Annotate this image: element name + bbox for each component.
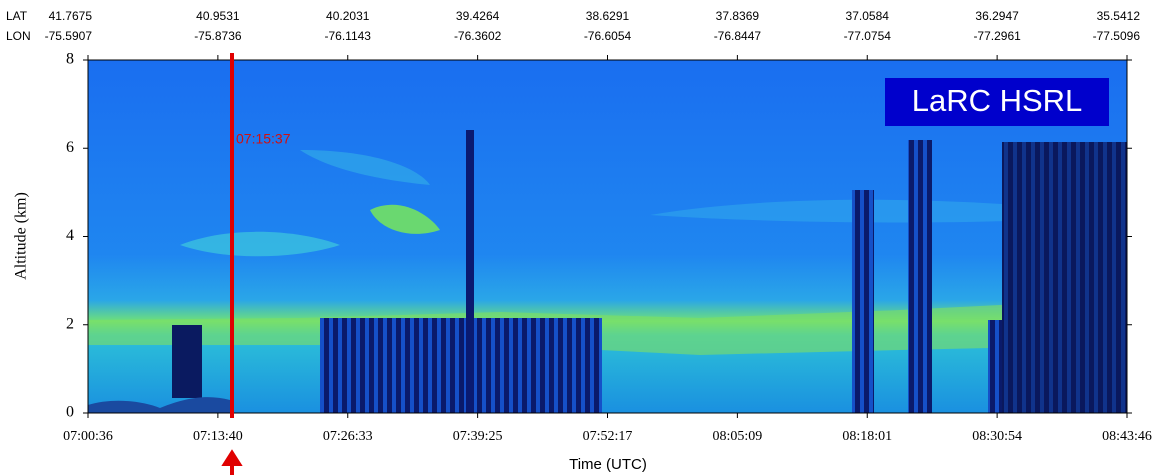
lon-tick-label: -75.8736 <box>194 29 242 43</box>
lon-tick-label: -76.3602 <box>454 29 502 43</box>
lon-tick-label: -77.5096 <box>1093 29 1141 43</box>
lon-tick-label: -77.0754 <box>844 29 892 43</box>
y-tick-label: 8 <box>66 51 74 68</box>
lat-tick-label: 37.8369 <box>716 9 760 23</box>
lat-tick-label: 37.0584 <box>846 9 890 23</box>
lon-label: LON <box>6 29 31 43</box>
y-axis-label: Altitude (km) <box>13 192 30 280</box>
lon-tick-label: -76.6054 <box>584 29 632 43</box>
lat-tick-label: 38.6291 <box>586 9 630 23</box>
marker-label: 07:15:37 <box>236 131 291 147</box>
lat-tick-label: 39.4264 <box>456 9 500 23</box>
y-tick-label: 0 <box>66 404 74 421</box>
marker-arrow <box>221 449 243 475</box>
x-tick-label: 08:05:09 <box>712 429 762 444</box>
x-tick-label: 07:26:33 <box>323 429 373 444</box>
lat-label: LAT <box>6 9 28 23</box>
y-tick-label: 6 <box>66 139 74 156</box>
x-tick-label: 08:43:46 <box>1102 429 1152 444</box>
lon-tick-label: -75.5907 <box>45 29 93 43</box>
lon-tick-label: -77.2961 <box>973 29 1021 43</box>
lat-tick-label: 36.2947 <box>975 9 1019 23</box>
x-tick-label: 07:39:25 <box>453 429 503 444</box>
lat-tick-label: 41.7675 <box>49 9 93 23</box>
x-tick-label: 07:52:17 <box>583 429 633 444</box>
x-tick-label: 07:00:36 <box>63 429 113 444</box>
y-tick-label: 2 <box>66 315 74 332</box>
y-tick-label: 4 <box>66 227 74 244</box>
lon-tick-label: -76.8447 <box>714 29 762 43</box>
x-axis-label: Time (UTC) <box>569 456 647 473</box>
x-tick-label: 07:13:40 <box>193 429 243 444</box>
x-tick-label: 08:30:54 <box>972 429 1022 444</box>
lon-tick-label: -76.1143 <box>325 29 372 43</box>
lat-tick-label: 40.2031 <box>326 9 370 23</box>
x-tick-label: 08:18:01 <box>842 429 892 444</box>
lat-tick-label: 40.9531 <box>196 9 240 23</box>
annotation: LaRC HSRL <box>912 83 1083 118</box>
annotation-box <box>885 78 1109 126</box>
lat-tick-label: 35.5412 <box>1097 9 1141 23</box>
